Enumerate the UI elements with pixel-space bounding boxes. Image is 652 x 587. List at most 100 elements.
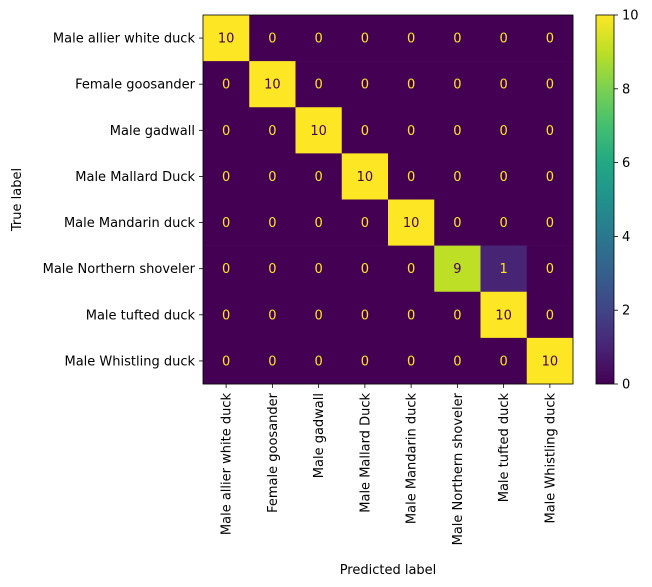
cell-value-label: 0 — [361, 354, 369, 369]
heatmap-cell — [341, 107, 389, 154]
heatmap-cell — [388, 337, 435, 385]
heatmap-cell — [295, 61, 343, 108]
heatmap-cell — [249, 245, 296, 293]
cell-value-label: 10 — [357, 170, 374, 185]
heatmap-cell — [434, 199, 481, 246]
cell-value-label: 0 — [453, 216, 461, 231]
heatmap-cell — [480, 61, 528, 108]
cell-value-label: 0 — [546, 216, 554, 231]
cell-value-label: 0 — [222, 262, 230, 277]
heatmap-cell — [249, 153, 296, 200]
cell-value-label: 0 — [499, 32, 507, 47]
cell-value-label: 0 — [546, 262, 554, 277]
cell-value-label: 0 — [546, 32, 554, 47]
y-tick-label: Male gadwall — [110, 124, 195, 139]
cell-value-label: 0 — [314, 216, 322, 231]
cell-value-label: 0 — [268, 32, 276, 47]
heatmap-cell — [434, 291, 481, 339]
heatmap-cell — [341, 291, 389, 339]
heatmap-cell — [341, 153, 389, 200]
heatmap-cell — [526, 337, 574, 385]
heatmap-cell — [203, 107, 250, 154]
cell-value-label: 1 — [499, 262, 507, 277]
colorbar-tick-label: 8 — [622, 82, 630, 97]
cell-value-label: 0 — [499, 354, 507, 369]
cell-value-label: 10 — [542, 354, 559, 369]
heatmap-cell — [434, 61, 481, 108]
cell-value-label: 0 — [453, 170, 461, 185]
heatmap-cell — [480, 153, 528, 200]
cell-value-label: 0 — [546, 308, 554, 323]
cell-value-label: 0 — [407, 124, 415, 139]
colorbar-tick-label: 10 — [622, 9, 639, 24]
heatmap-cell — [295, 153, 343, 200]
heatmap-cell — [203, 15, 250, 62]
heatmap-cell — [295, 15, 343, 62]
heatmap-cell — [341, 61, 389, 108]
plot-area: 10 0 0 0 0 0 0 00 10 0 0 0 0 0 00 0 10 0 0 0 0 00 0 0 10 0 0 0 00 0 0 0… — [203, 15, 574, 385]
heatmap-cell — [480, 337, 528, 385]
cell-value-label: 0 — [268, 354, 276, 369]
x-tick-label: Male Northern shoveler — [451, 392, 466, 545]
heatmap-cell — [480, 199, 528, 246]
cell-value-label: 0 — [546, 78, 554, 93]
cell-value-label: 0 — [222, 170, 230, 185]
cell-value-label: 0 — [407, 78, 415, 93]
heatmap-cell — [249, 15, 296, 62]
colorbar-tick-label: 2 — [622, 304, 630, 319]
cell-value-label: 0 — [314, 78, 322, 93]
heatmap-cell — [249, 199, 296, 246]
heatmap-cell — [434, 15, 481, 62]
heatmap-cell — [341, 15, 389, 62]
cell-value-label: 0 — [361, 216, 369, 231]
cell-value-label: 0 — [453, 78, 461, 93]
heatmap-cell — [249, 337, 296, 385]
cell-value-label: 0 — [314, 308, 322, 323]
cell-value-label: 0 — [314, 32, 322, 47]
cell-value-label: 0 — [453, 124, 461, 139]
heatmap-cell — [388, 153, 435, 200]
cell-value-label: 10 — [403, 216, 420, 231]
heatmap-cell — [388, 61, 435, 108]
heatmap-cell — [295, 291, 343, 339]
heatmap-cell — [203, 153, 250, 200]
cell-value-label: 0 — [314, 262, 322, 277]
cell-value-label: 9 — [453, 262, 461, 277]
colorbar: 0 2 4 6 8 10 — [595, 9, 639, 393]
heatmap-cell — [434, 337, 481, 385]
cell-value-label: 0 — [314, 354, 322, 369]
cell-value-label: 0 — [499, 78, 507, 93]
cell-value-label: 0 — [499, 124, 507, 139]
colorbar-tick-label: 6 — [622, 156, 630, 171]
cell-value-label: 0 — [499, 216, 507, 231]
heatmap-cell — [295, 107, 343, 154]
cell-value-label: 0 — [453, 308, 461, 323]
heatmap-cell — [480, 107, 528, 154]
heatmap-cell — [388, 245, 435, 293]
x-tick-label: Male Whistling duck — [543, 393, 558, 524]
cell-value-label: 0 — [268, 124, 276, 139]
cell-value-label: 0 — [407, 170, 415, 185]
cell-value-label: 10 — [264, 78, 281, 93]
x-axis-ticks: Male allier white duck Female goosander Ma… — [220, 384, 558, 545]
heatmap-cell — [203, 61, 250, 108]
heatmap-cell — [434, 107, 481, 154]
cell-value-label: 0 — [453, 354, 461, 369]
heatmap-cell — [388, 291, 435, 339]
y-tick-label: Male Whistling duck — [64, 354, 195, 369]
cell-value-label: 0 — [222, 216, 230, 231]
heatmap-cell — [341, 337, 389, 385]
x-tick-label: Male Mallard Duck — [358, 393, 373, 513]
cell-value-label: 0 — [361, 32, 369, 47]
heatmap-cell — [295, 245, 343, 293]
cell-value-label: 0 — [407, 32, 415, 47]
heatmap-cell — [388, 107, 435, 154]
x-tick-label: Male tufted duck — [497, 393, 512, 503]
y-tick-label: Male allier white duck — [53, 32, 196, 47]
cell-value-label: 0 — [407, 262, 415, 277]
heatmap-cell — [526, 245, 574, 293]
heatmap-cell — [249, 61, 296, 108]
y-tick-label: Male Mallard Duck — [75, 170, 195, 185]
y-tick-label: Male tufted duck — [86, 308, 196, 323]
heatmap-cell — [480, 245, 528, 293]
